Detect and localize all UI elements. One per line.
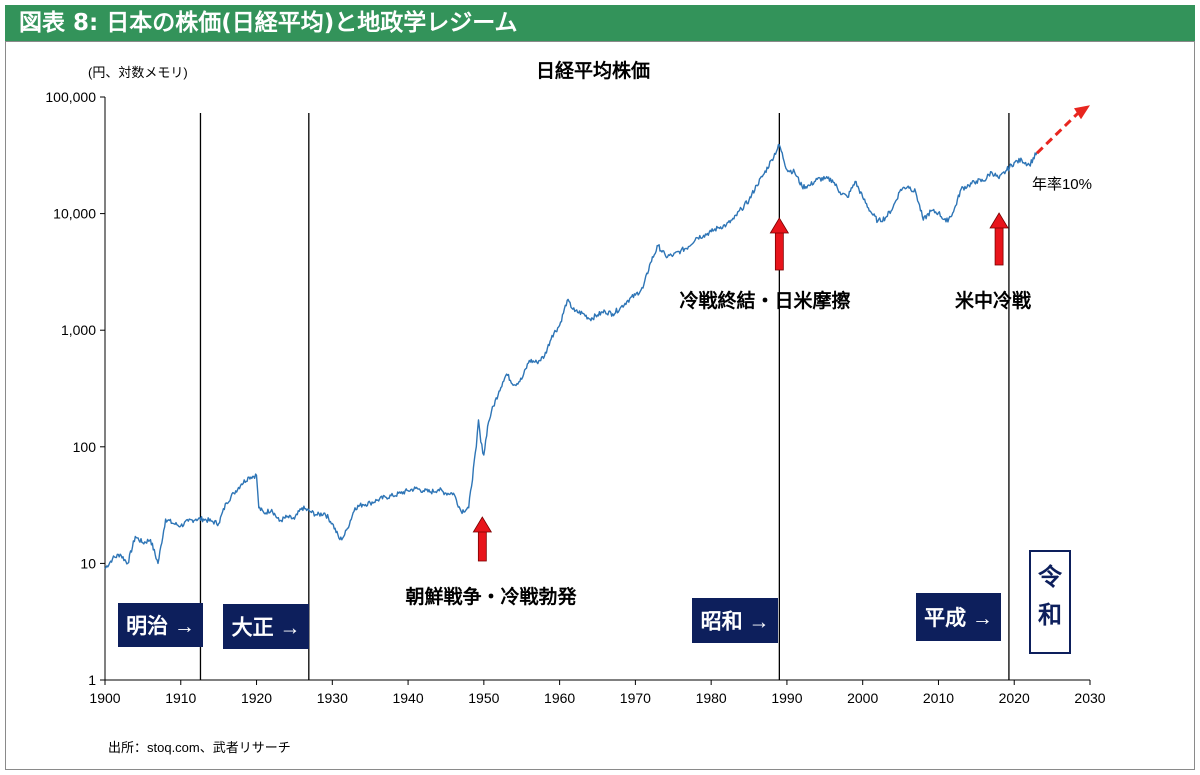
event-arrow-head (989, 212, 1009, 229)
chart-title: 日経平均株価 (536, 59, 650, 82)
era-box: 大正 → (223, 604, 309, 649)
x-tick-label: 1930 (317, 690, 348, 706)
event-label: 冷戦終結・日米摩擦 (679, 289, 850, 312)
y-tick-label: 1,000 (61, 322, 96, 338)
event-arrow-shaft (477, 530, 487, 562)
era-box-reiwa-border (1029, 550, 1071, 654)
era-divider-lines (199, 113, 1010, 680)
era-box-label: 明治 → (126, 614, 195, 638)
era-box-bg (916, 593, 1001, 641)
event-arrow-head (472, 516, 493, 533)
x-tick-label: 1940 (392, 690, 423, 706)
x-tick-label: 2030 (1074, 690, 1105, 706)
x-tick-label: 2000 (847, 690, 878, 706)
x-tick-label: 1950 (468, 690, 499, 706)
event-arrow-shaft (774, 231, 784, 271)
y-tick-label: 100 (73, 439, 97, 455)
x-tick-label: 1990 (771, 690, 802, 706)
series-layer: 年率10% (104, 105, 1092, 570)
x-tick-label: 1910 (165, 690, 196, 706)
y-tick-label: 100,000 (45, 89, 96, 105)
figure-header-title: 図表 8: 日本の株価(日経平均)と地政学レジーム (5, 5, 1195, 41)
source-note: 出所：stoq.com、武者リサーチ (108, 740, 291, 755)
event-arrow (989, 212, 1009, 266)
x-tick-label: 2010 (923, 690, 954, 706)
era-box-bg (223, 604, 309, 649)
era-box-reiwa: 令和 (1029, 550, 1071, 654)
event-label: 米中冷戦 (955, 289, 1031, 312)
x-tick-label: 1900 (89, 690, 120, 706)
event-arrow-shaft (994, 226, 1004, 266)
y-tick-label: 10 (80, 555, 96, 571)
x-tick-label: 1920 (241, 690, 272, 706)
axes: 1 10 100 1,000 10,000 100,000 1900 1910 1920 1930… (45, 89, 1105, 706)
era-box-label: 大正 → (232, 617, 301, 640)
era-labels: 明治 → 大正 → 昭和 → 平成 → 令和 (118, 550, 1071, 654)
x-tick-label: 2020 (999, 690, 1030, 706)
era-box-bg (692, 598, 778, 643)
event-arrow (769, 217, 790, 271)
era-box: 平成 → (916, 593, 1001, 641)
era-box: 明治 → (118, 603, 203, 647)
x-tick-label: 1980 (696, 690, 727, 706)
forecast-arrowhead (1074, 105, 1090, 120)
x-tick-label: 1970 (620, 690, 651, 706)
forecast-dashed-line (1035, 110, 1082, 155)
era-box-reiwa-char: 令 (1038, 563, 1063, 591)
annotations-layer: 朝鮮戦争・冷戦勃発 冷戦終結・日米摩擦 米中冷戦 (405, 212, 1031, 608)
y-axis-unit-label: (円、対数メモリ) (88, 65, 188, 80)
y-tick-label: 1 (88, 672, 96, 688)
era-box-label: 昭和 → (701, 611, 770, 634)
forecast-label: 年率10% (1032, 176, 1092, 193)
event-arrow (472, 516, 493, 562)
x-tick-label: 1960 (544, 690, 575, 706)
era-box-reiwa-char: 和 (1038, 602, 1062, 629)
nikkei-price-line (104, 143, 1038, 570)
era-box: 昭和 → (692, 598, 778, 643)
chart-panel (5, 41, 1195, 770)
era-box-label: 平成 → (924, 606, 993, 630)
era-box-bg (118, 603, 203, 647)
event-label: 朝鮮戦争・冷戦勃発 (405, 585, 577, 608)
event-arrow-head (769, 217, 790, 234)
y-tick-label: 10,000 (53, 206, 96, 222)
